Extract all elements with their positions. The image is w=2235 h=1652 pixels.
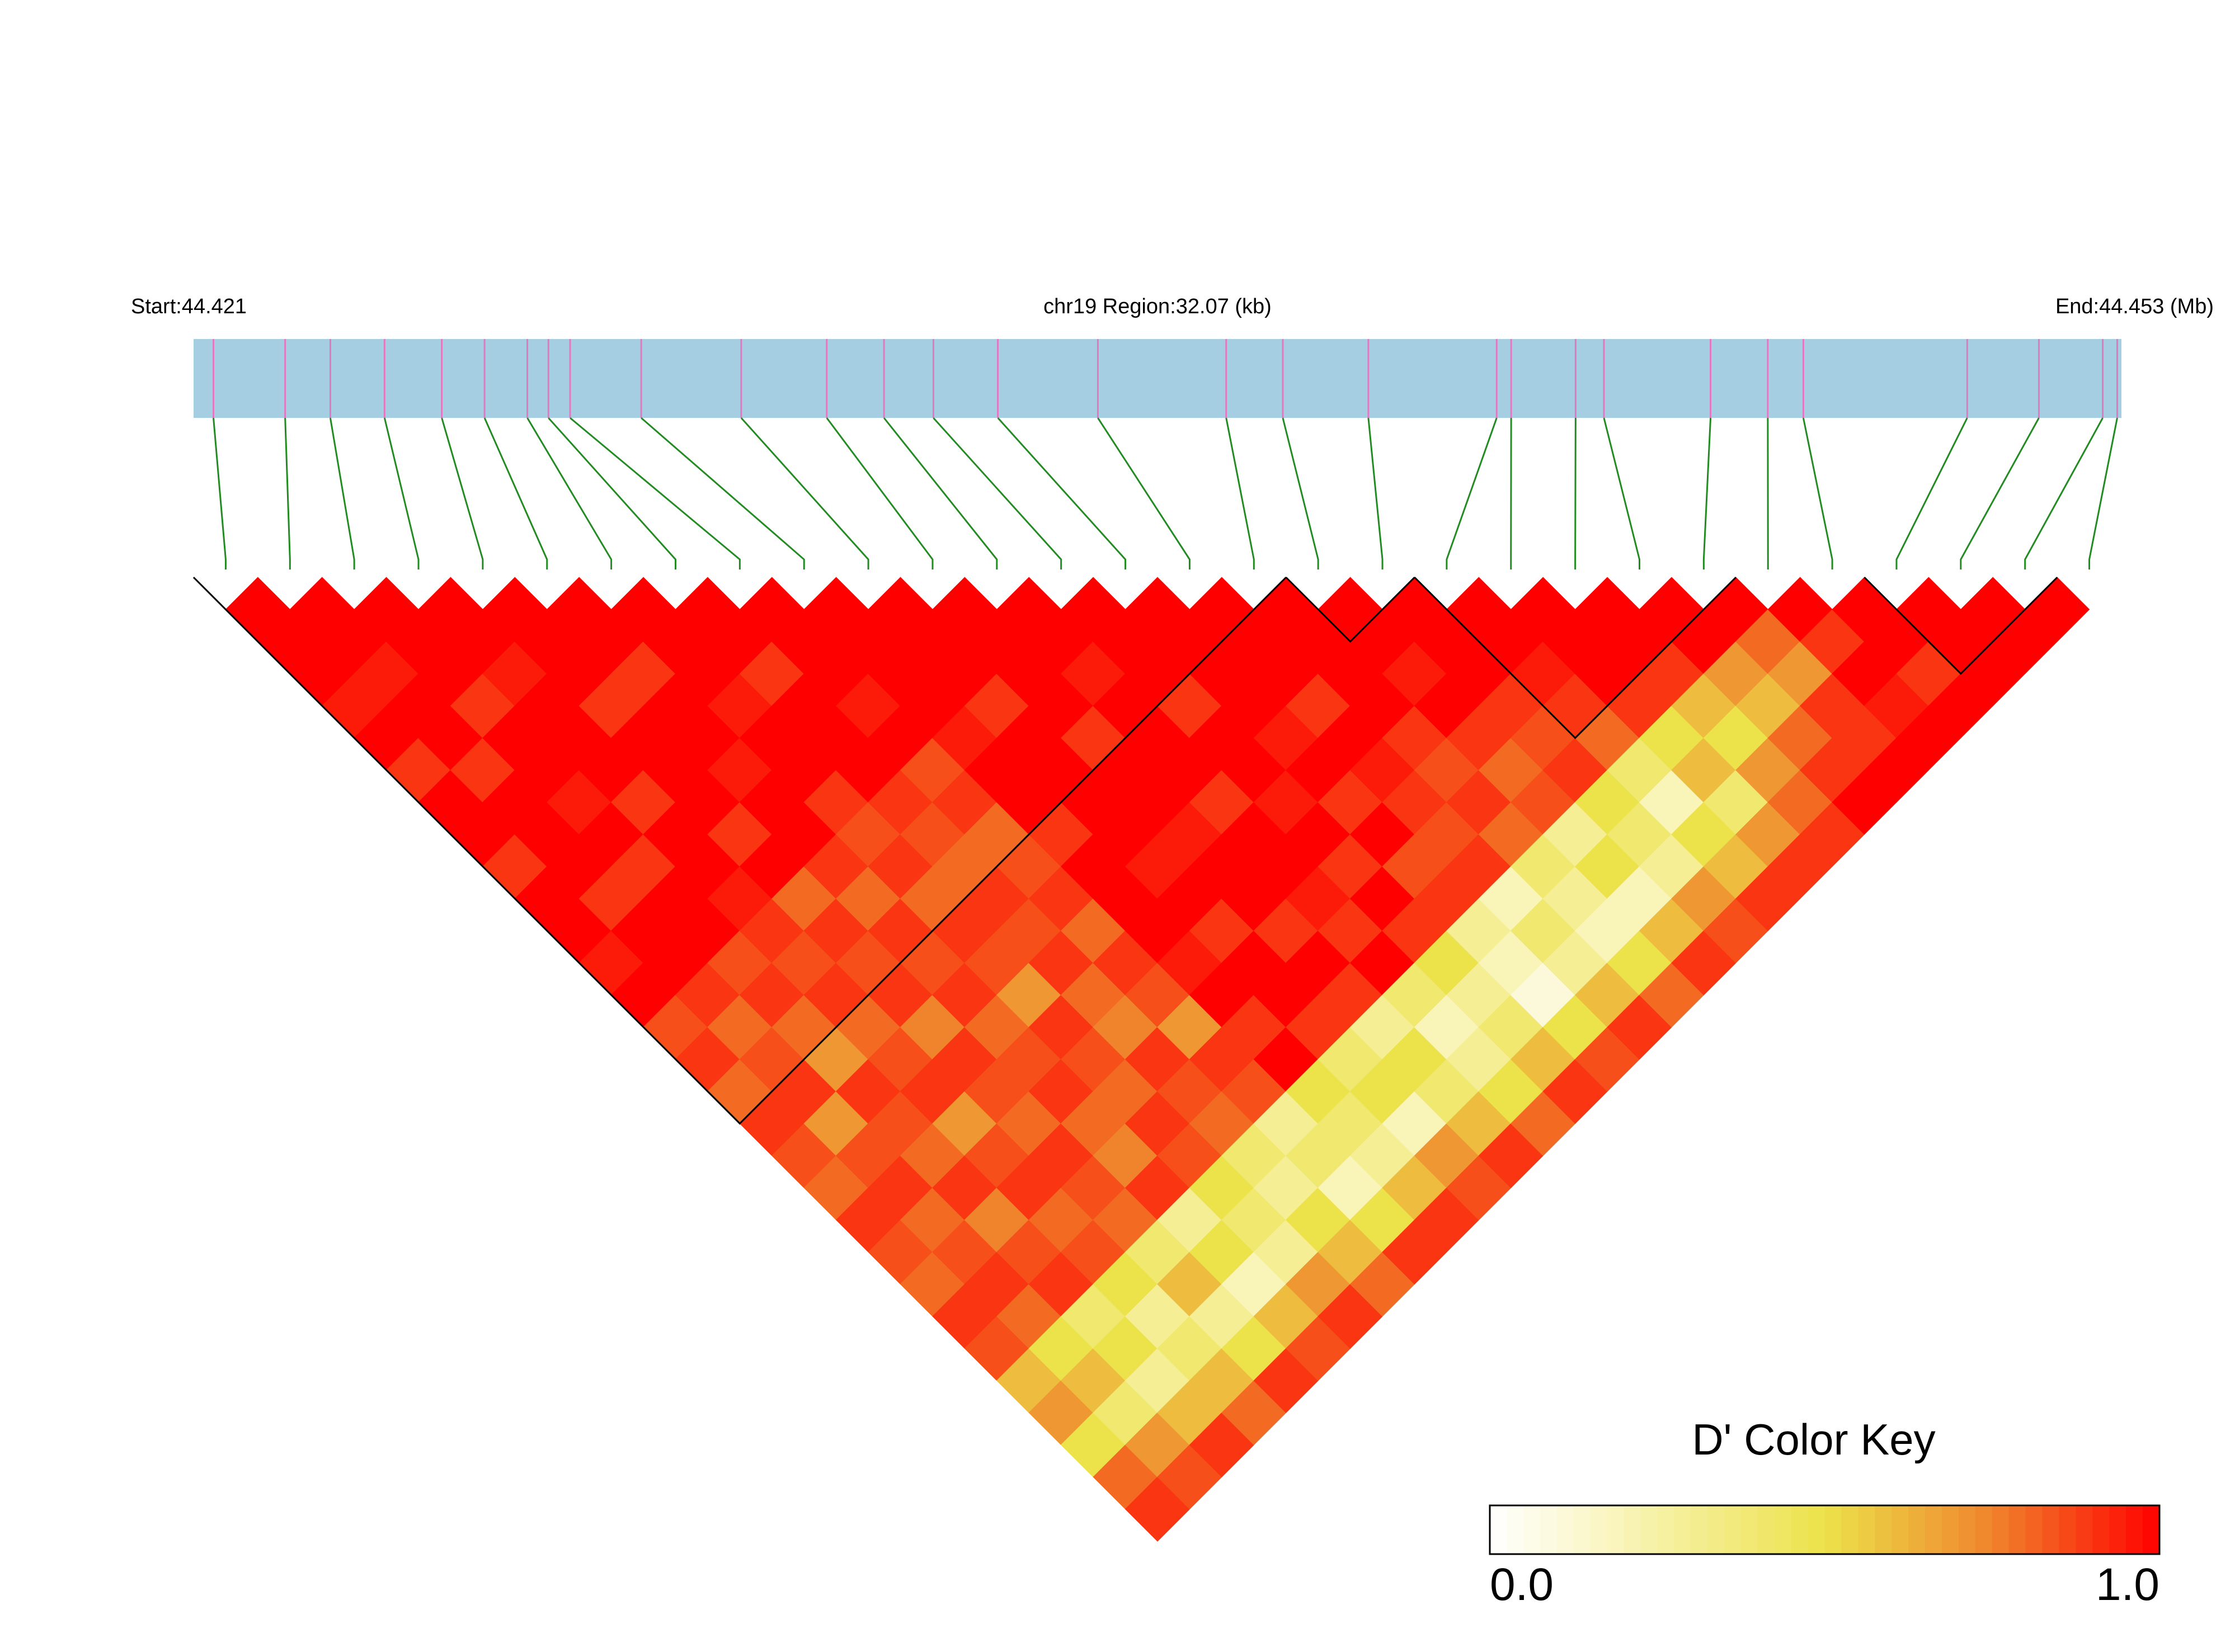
key-bin: [1573, 1505, 1591, 1554]
key-bin: [2008, 1505, 2026, 1554]
key-bin: [1992, 1505, 2010, 1554]
key-tick-label: 1.0: [2096, 1559, 2159, 1610]
key-bin: [1674, 1505, 1692, 1554]
key-bin: [2076, 1505, 2093, 1554]
snp-connector: [641, 417, 805, 570]
snp-connector: [383, 417, 420, 570]
key-bin: [1791, 1505, 1809, 1554]
key-bin: [1691, 1505, 1709, 1554]
key-bin: [2059, 1505, 2077, 1554]
key-title: D' Color Key: [1692, 1415, 1935, 1464]
key-bin: [1841, 1505, 1859, 1554]
snp-connector: [1574, 417, 1577, 570]
key-bin: [1624, 1505, 1641, 1554]
snp-connector: [1097, 417, 1191, 570]
key-bin: [2042, 1505, 2060, 1554]
snp-connector: [826, 417, 934, 570]
position-bar: [194, 339, 2121, 418]
key-bin: [1556, 1505, 1574, 1554]
ld-block-outline: [192, 576, 1287, 1125]
key-bin: [1740, 1505, 1758, 1554]
key-bin: [1540, 1505, 1558, 1554]
chart-title: chr19 Region:32.07 (kb): [1043, 295, 1272, 318]
key-bin: [1707, 1505, 1725, 1554]
key-bin: [1724, 1505, 1742, 1554]
snp-connector: [740, 417, 869, 570]
key-bin: [1824, 1505, 1842, 1554]
key-bin: [1975, 1505, 1993, 1554]
key-bin: [1858, 1505, 1876, 1554]
ld-block-outline: [1864, 576, 2058, 675]
snp-connector: [1282, 417, 1319, 570]
key-bin: [1590, 1505, 1608, 1554]
snp-connector: [1446, 417, 1498, 570]
key-bin: [1506, 1505, 1524, 1554]
snp-connector: [483, 417, 548, 570]
region-start-label: Start:44.421: [131, 295, 247, 318]
key-bin: [2143, 1505, 2160, 1554]
key-bin: [1640, 1505, 1658, 1554]
snp-connector: [570, 417, 741, 570]
key-bin: [2025, 1505, 2043, 1554]
key-bin: [1490, 1505, 1507, 1554]
snp-connector: [213, 417, 227, 570]
ld-block-outline: [1285, 576, 1415, 643]
key-bin: [1607, 1505, 1625, 1554]
snp-connector: [1802, 417, 1833, 570]
ld-block-outline: [1414, 576, 1737, 740]
key-bin: [1875, 1505, 1893, 1554]
snp-connector: [997, 417, 1127, 570]
snp-connector: [1960, 417, 2040, 570]
snp-connector: [2088, 417, 2118, 570]
snp-connector: [933, 417, 1062, 570]
key-bin: [1774, 1505, 1792, 1554]
key-bin: [1808, 1505, 1825, 1554]
snp-connector: [1702, 417, 1712, 570]
key-tick-label: 0.0: [1490, 1559, 1554, 1610]
snp-connector: [1225, 417, 1255, 570]
snp-connector: [2024, 417, 2104, 570]
key-frame: [1489, 1504, 2161, 1555]
key-bin: [2109, 1505, 2127, 1554]
key-bin: [1941, 1505, 1959, 1554]
snp-connector: [548, 417, 676, 570]
snp-connector: [526, 417, 613, 570]
region-end-label: End:44.453 (Mb): [2055, 295, 2214, 318]
snp-connector: [1603, 417, 1640, 570]
key-bin: [2126, 1505, 2144, 1554]
key-bin: [1908, 1505, 1926, 1554]
key-bin: [1657, 1505, 1675, 1554]
key-bin: [1958, 1505, 1976, 1554]
snp-connector: [284, 417, 291, 570]
key-bin: [1891, 1505, 1909, 1554]
snp-connector: [1367, 417, 1384, 570]
snp-connector: [441, 417, 484, 570]
key-bin: [1523, 1505, 1541, 1554]
snp-connector: [1895, 417, 1968, 570]
snp-connector: [883, 417, 998, 570]
snp-connector: [329, 417, 355, 570]
key-bin: [1925, 1505, 1942, 1554]
key-bin: [1757, 1505, 1775, 1554]
key-bin: [2092, 1505, 2110, 1554]
